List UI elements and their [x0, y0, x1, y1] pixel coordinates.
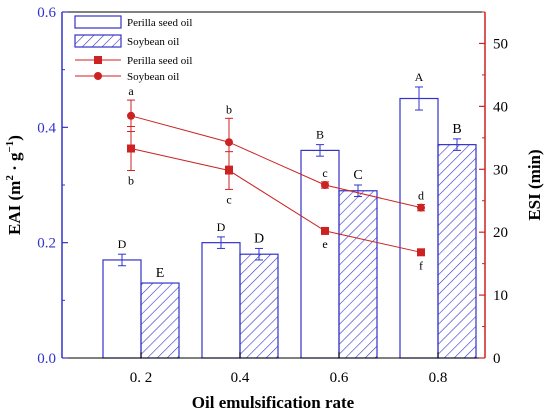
line-sig-label-s1-2: c — [226, 192, 231, 206]
marker-square-s1-3 — [321, 226, 329, 235]
left-tick-label-1: 0.2 — [37, 236, 56, 252]
bar-sig-label-s2-2: D — [254, 231, 264, 246]
left-axis-title: EAI (m2 · g−1) — [4, 135, 24, 235]
legend-label-bar-2: Soybean oil — [127, 36, 179, 48]
right-tick-label-2: 20 — [493, 225, 508, 241]
marker-circle-s2-4 — [417, 203, 425, 212]
line-s1 — [130, 148, 422, 253]
bar-sig-label-s2-3: C — [353, 168, 362, 183]
bar-s1-2 — [201, 242, 241, 359]
line-sig-label-s1-3: e — [322, 237, 327, 251]
right-tick-label-4: 40 — [493, 99, 508, 115]
x-axis-title: Oil emulsification rate — [192, 393, 355, 412]
x-tick-label-3: 0.8 — [429, 370, 448, 386]
line-sig-label-s1-4: f — [419, 258, 423, 272]
legend: Perilla seed oil Soybean oil Perilla seed … — [74, 15, 192, 83]
line-sig-label-s2-4: d — [418, 189, 424, 203]
right-tick-label-0: 0 — [493, 351, 501, 367]
left-axis-title-end: ) — [5, 135, 24, 141]
right-tick-label-1: 10 — [493, 288, 508, 304]
line-sig-label-s2-2: b — [226, 102, 232, 116]
bar-sig-label-s2-4: B — [452, 122, 461, 137]
bar-s2-1 — [140, 282, 180, 359]
marker-square-s1-1 — [127, 144, 135, 153]
legend-swatch-bar-1 — [74, 15, 122, 29]
line-sig-label-s1-1: b — [128, 174, 134, 188]
left-tick-label-2: 0.4 — [37, 120, 56, 136]
axes-layer: 0.0 0.2 0.4 0.6 0 10 20 30 40 50 0. 2 0.4 0.6 0.8 — [37, 5, 508, 386]
marker-circle-s2-3 — [321, 181, 329, 189]
legend-label-bar-1: Perilla seed oil — [127, 17, 192, 29]
bar-s2-3 — [338, 190, 378, 359]
bar-s2-2 — [239, 253, 279, 359]
x-tick-label-1: 0.4 — [231, 370, 250, 386]
lines-layer — [127, 99, 425, 257]
legend-swatch-bar-2 — [74, 34, 122, 48]
bar-s1-4 — [399, 97, 439, 359]
bar-sig-label-s1-1: D — [118, 237, 127, 251]
right-axis-title: ESI (min) — [525, 149, 544, 220]
legend-marker-line-1 — [94, 56, 102, 64]
left-tick-label-3: 0.6 — [37, 5, 56, 21]
bar-sig-label-s2-1: E — [156, 266, 165, 281]
left-axis-title-sup1: 2 — [4, 175, 16, 181]
right-tick-label-5: 50 — [493, 36, 508, 52]
bar-sig-label-s1-2: D — [217, 220, 226, 234]
bar-s2-4 — [437, 144, 477, 359]
bar-s1-1 — [102, 259, 142, 359]
line-sig-label-s2-3: c — [322, 166, 327, 180]
legend-marker-line-2 — [94, 72, 102, 80]
line-s2 — [130, 115, 422, 209]
bar-sig-label-s1-4: A — [415, 70, 424, 84]
legend-label-line-2: Soybean oil — [127, 71, 179, 83]
line-sig-label-s2-1: a — [128, 84, 134, 98]
bar-s1-3 — [300, 149, 340, 359]
left-axis-title-sup2: −1 — [4, 141, 16, 153]
marker-square-s1-4 — [417, 248, 425, 257]
left-axis-title-main: EAI (m — [5, 181, 24, 235]
labels-layer: D D B A E D C Bb c e f a b c d — [118, 70, 462, 281]
legend-label-line-1: Perilla seed oil — [127, 55, 192, 67]
right-tick-label-3: 30 — [493, 162, 508, 178]
bar-sig-label-s1-3: B — [316, 128, 324, 142]
x-tick-label-0: 0. 2 — [130, 370, 153, 386]
x-tick-label-2: 0.6 — [330, 370, 349, 386]
marker-circle-s2-2 — [225, 138, 233, 147]
marker-square-s1-2 — [225, 166, 233, 175]
marker-circle-s2-1 — [127, 111, 135, 120]
left-tick-label-0: 0.0 — [37, 351, 56, 367]
left-axis-title-mid: · g — [5, 152, 24, 175]
bars-layer — [102, 86, 477, 359]
